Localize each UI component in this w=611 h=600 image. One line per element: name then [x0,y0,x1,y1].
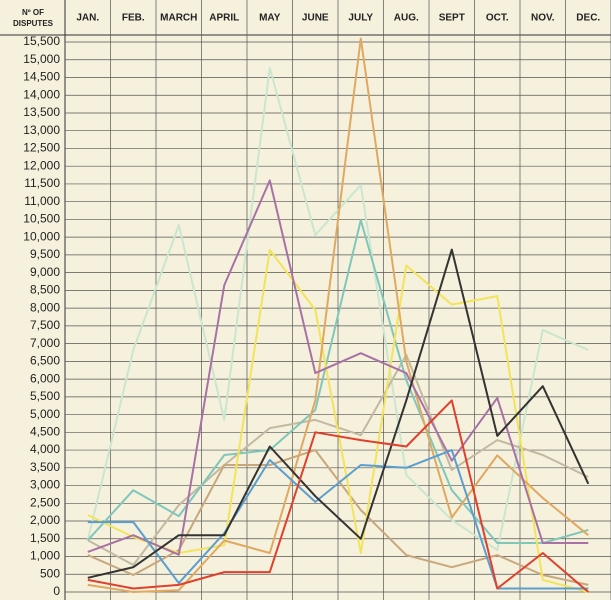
y-tick-label: 11,500 [24,176,60,190]
y-tick-label: 10,000 [23,229,60,243]
series-line [87,399,589,593]
y-tick-label: 4,000 [30,442,60,456]
x-tick-label: AUG. [394,13,419,24]
y-tick-label: 15,000 [23,52,60,66]
x-tick-label: NOV. [531,13,555,24]
x-tick-label: DEC. [576,13,600,24]
y-tick-label: 12,000 [23,158,60,172]
y-axis-label: DISPUTES [13,19,54,28]
y-tick-label: 500 [40,566,60,580]
y-axis-label: Nº OF [22,8,44,17]
y-tick-label: 3,500 [30,460,60,474]
x-tick-label: JAN. [76,13,99,24]
y-tick-label: 7,000 [30,336,60,350]
y-tick-label: 9,000 [30,265,60,279]
series-line [87,449,589,586]
x-tick-label: MARCH [160,13,197,24]
x-tick-label: JUNE [302,13,329,24]
y-tick-label: 6,000 [30,371,60,385]
series-line [87,248,589,593]
y-tick-label: 7,500 [30,318,60,332]
y-tick-label: 5,500 [30,389,60,403]
y-tick-label: 13,000 [23,123,60,137]
x-tick-label: SEPT [439,13,465,24]
y-tick-label: 14,000 [23,87,60,101]
series-line [87,37,589,593]
x-tick-label: FEB. [122,13,145,24]
y-tick-label: 9,500 [30,247,60,261]
series-line [86,66,589,552]
y-tick-label: 12,500 [23,141,60,155]
y-tick-label: 5,000 [30,407,60,421]
y-tick-label: 11,000 [24,194,60,208]
x-tick-label: APRIL [209,13,239,24]
y-tick-label: 3,000 [30,478,60,492]
x-tick-label: JULY [348,13,373,24]
x-tick-label: OCT. [486,13,509,24]
series-line [87,449,589,590]
y-tick-label: 4,500 [30,424,60,438]
y-tick-label: 13,500 [23,105,60,119]
y-tick-label: 8,500 [30,283,60,297]
y-tick-label: 0 [53,584,60,598]
x-tick-label: MAY [259,13,281,24]
series-line [87,248,590,579]
y-tick-label: 6,500 [30,354,60,368]
y-tick-label: 2,000 [30,513,60,527]
series-line [87,219,589,544]
y-tick-label: 1,500 [30,531,60,545]
y-tick-label: 10,500 [23,212,60,226]
y-tick-label: 8,000 [30,300,60,314]
y-tick-label: 2,500 [30,495,60,509]
y-tick-label: 14,500 [23,70,60,84]
y-tick-label: 1,000 [30,549,60,563]
series-line [87,179,589,556]
y-tick-label: 15,500 [23,34,60,48]
